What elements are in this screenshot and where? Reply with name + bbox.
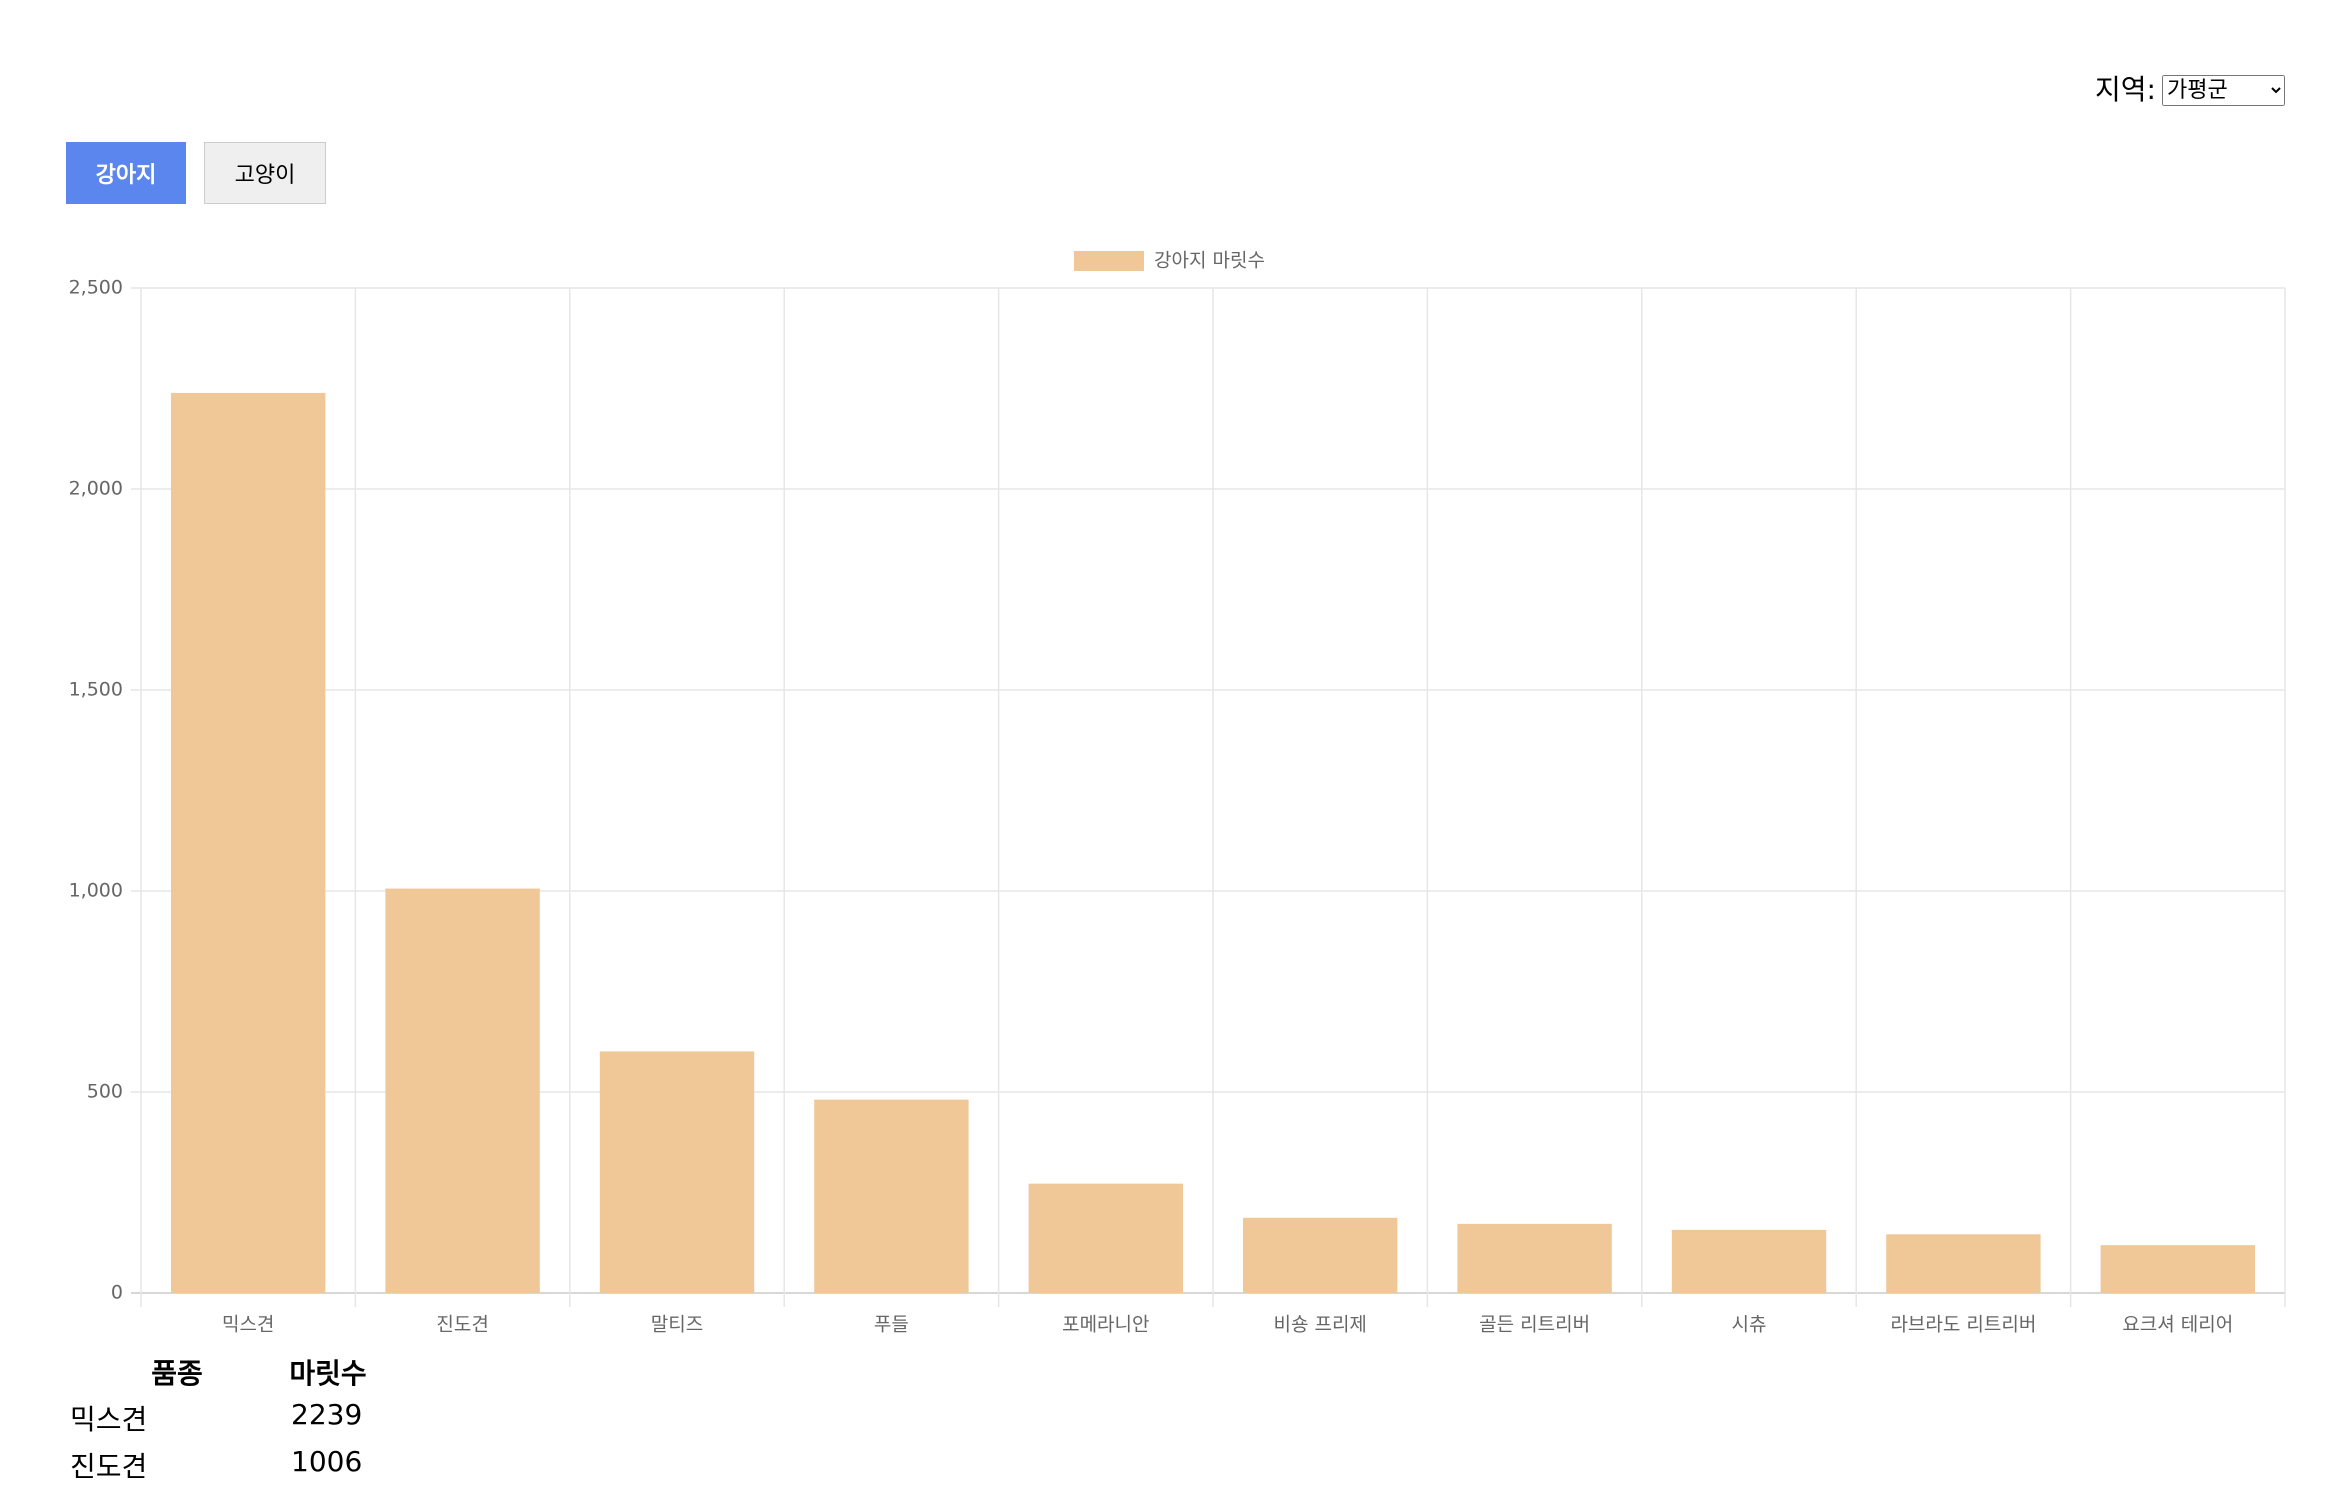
bar [171, 392, 326, 1293]
legend-swatch [1074, 251, 1144, 271]
y-tick-label: 0 [111, 1282, 123, 1304]
table-cell: 진도견 [70, 1450, 148, 1483]
bar [1886, 1234, 2041, 1293]
y-tick-label: 2,500 [69, 277, 123, 299]
x-tick-label: 푸들 [874, 1314, 909, 1336]
x-tick-label: 진도견 [436, 1314, 488, 1336]
region-label: 지역: [2095, 73, 2156, 106]
bar [1028, 1183, 1183, 1293]
x-tick-label: 포메라니안 [1062, 1314, 1149, 1336]
table-cell: 2239 [291, 1398, 363, 1431]
table-cell: 1006 [291, 1445, 363, 1478]
bar [1243, 1217, 1398, 1293]
legend-label: 강아지 마릿수 [1154, 250, 1265, 272]
tab-button[interactable]: 강아지 [66, 142, 186, 204]
x-tick-label: 라브라도 리트리버 [1890, 1314, 2036, 1336]
x-tick-label: 믹스견 [222, 1314, 274, 1336]
bar [599, 1051, 755, 1293]
bar [1457, 1223, 1612, 1293]
table-header: 품종 [151, 1357, 203, 1390]
bar [1671, 1229, 1827, 1293]
y-tick-label: 500 [87, 1081, 123, 1103]
x-tick-label: 비숑 프리제 [1273, 1314, 1366, 1336]
y-tick-label: 1,000 [69, 880, 123, 902]
table-header: 마릿수 [289, 1357, 367, 1390]
y-tick-label: 1,500 [69, 679, 123, 701]
bar [814, 1099, 969, 1293]
region-select[interactable]: 가평군 [2162, 75, 2285, 106]
x-tick-label: 골든 리트리버 [1479, 1314, 1590, 1336]
x-tick-label: 요크셔 테리어 [2122, 1314, 2233, 1336]
table-cell: 믹스견 [70, 1403, 148, 1436]
x-tick-label: 말티즈 [651, 1314, 703, 1336]
y-tick-label: 2,000 [69, 478, 123, 500]
bar [2100, 1245, 2255, 1293]
bar [385, 888, 540, 1293]
x-tick-label: 시츄 [1732, 1314, 1767, 1336]
tab-button[interactable]: 고양이 [204, 142, 326, 204]
